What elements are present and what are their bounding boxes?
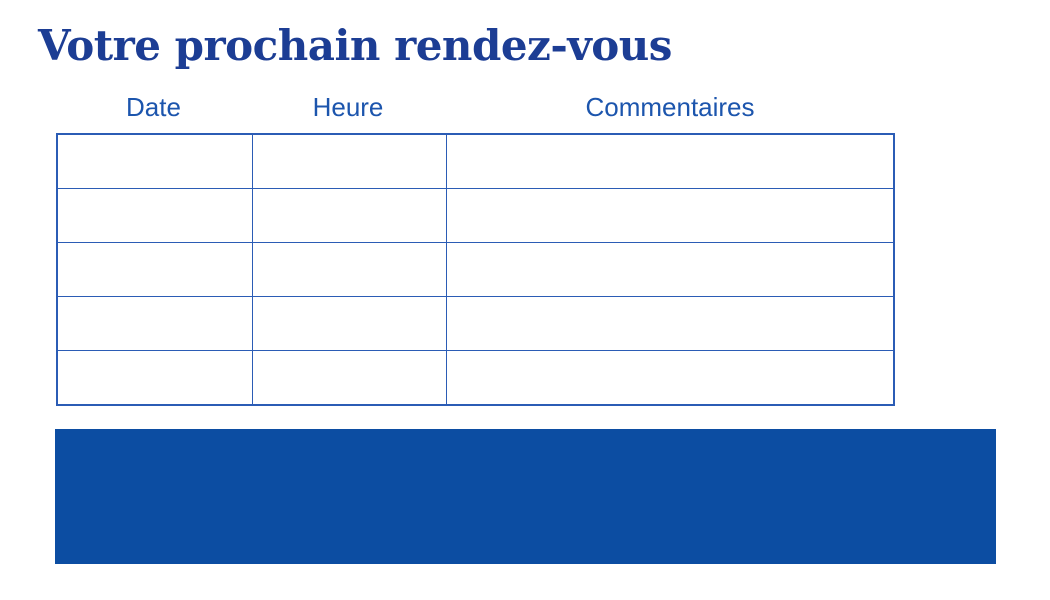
table-cell <box>447 351 893 404</box>
table-cell <box>58 297 253 350</box>
table-row <box>58 243 893 297</box>
table-row <box>58 135 893 189</box>
table-row <box>58 297 893 351</box>
appointments-table <box>56 133 895 406</box>
table-row <box>58 351 893 404</box>
column-header-date: Date <box>126 92 181 122</box>
table-cell <box>58 351 253 404</box>
column-header-commentaires: Commentaires <box>585 92 755 122</box>
table-cell <box>253 243 447 296</box>
table-cell <box>253 135 447 188</box>
page-title: Votre prochain rendez-vous <box>38 21 672 70</box>
table-cell <box>58 189 253 242</box>
table-cell <box>447 135 893 188</box>
table-cell <box>253 297 447 350</box>
table-cell <box>447 243 893 296</box>
column-header-heure: Heure <box>312 92 384 122</box>
table-cell <box>447 189 893 242</box>
bottom-banner <box>55 429 996 564</box>
table-cell <box>58 243 253 296</box>
table-row <box>58 189 893 243</box>
table-cell <box>447 297 893 350</box>
table-header-row: Date Heure Commentaires <box>56 93 895 122</box>
table-cell <box>253 189 447 242</box>
table-cell <box>253 351 447 404</box>
table-cell <box>58 135 253 188</box>
